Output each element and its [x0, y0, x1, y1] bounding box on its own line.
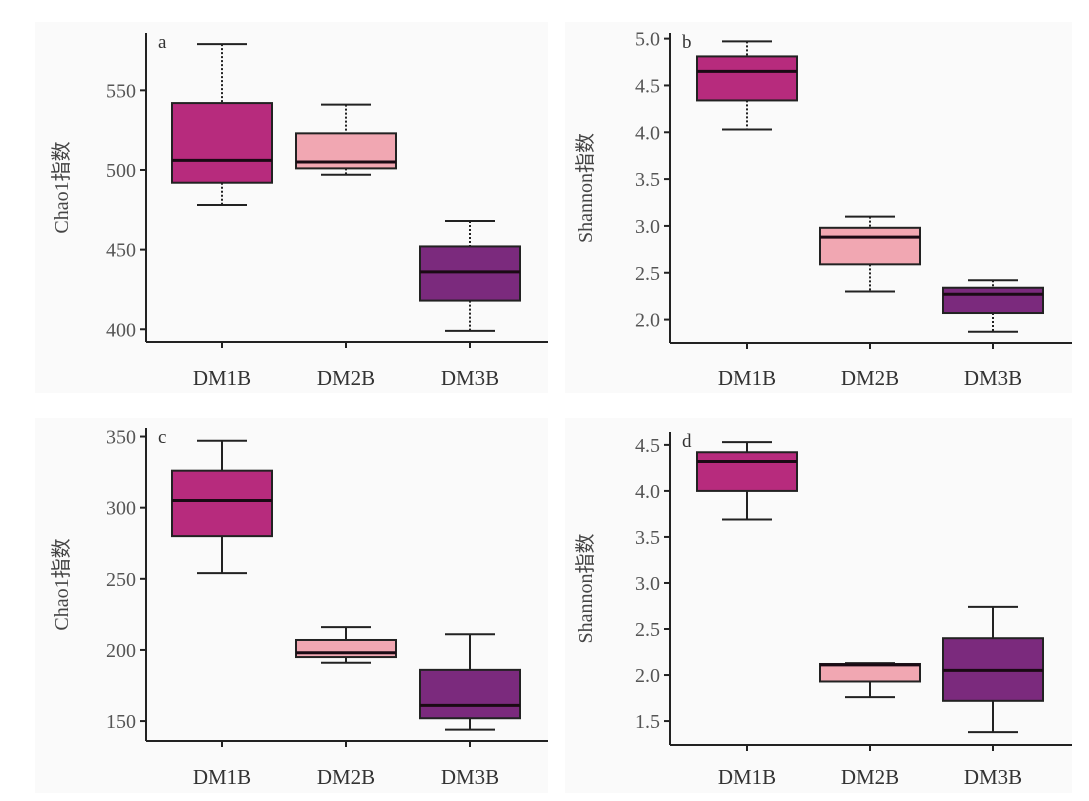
y-tick-label: 2.0: [635, 665, 660, 687]
iqr-box: [171, 469, 273, 538]
panel-d: 1.5 2.0 2.5 3.0 3.5 4.0 4.5 Shannon指数 d DM1B DM2B D…: [565, 418, 1072, 793]
x-tick-label: DM2B: [317, 765, 375, 789]
box-dm2b: DM2B: [819, 215, 921, 390]
x-tick-label: DM1B: [193, 366, 251, 390]
y-tick-label: 4.0: [635, 481, 660, 503]
iqr-box: [419, 668, 521, 720]
box-dm2b: DM2B: [295, 103, 397, 390]
y-tick-label: 3.0: [635, 216, 660, 238]
box-dm1b: DM1B: [171, 439, 273, 789]
y-tick-label: 4.5: [635, 75, 660, 97]
y-tick-label: 550: [106, 80, 136, 102]
x-tick-label: DM3B: [441, 366, 499, 390]
y-tick-label: 400: [106, 319, 136, 341]
box-dm2b: DM2B: [295, 626, 397, 789]
box-dm1b: DM1B: [696, 40, 798, 390]
box-dm3b: DM3B: [419, 219, 521, 390]
y-tick-label: 4.0: [635, 122, 660, 144]
box-dm1b: DM1B: [171, 43, 273, 390]
y-tick-label: 3.5: [635, 169, 660, 191]
y-tick-label: 5.0: [635, 29, 660, 51]
x-tick-label: DM2B: [841, 366, 899, 390]
x-tick-label: DM1B: [718, 765, 776, 789]
y-tick-label: 350: [106, 427, 136, 449]
y-tick-label: 150: [106, 711, 136, 733]
y-tick-label: 2.5: [635, 263, 660, 285]
x-tick-label: DM1B: [193, 765, 251, 789]
iqr-box: [295, 638, 397, 659]
x-tick-label: DM3B: [964, 765, 1022, 789]
box-dm3b: DM3B: [942, 605, 1044, 789]
panel-background: [35, 418, 548, 793]
y-tick-label: 250: [106, 569, 136, 591]
y-tick-label: 4.5: [635, 435, 660, 457]
y-tick-label: 200: [106, 640, 136, 662]
y-tick-label: 3.0: [635, 573, 660, 595]
box-dm3b: DM3B: [942, 279, 1044, 390]
iqr-box: [419, 245, 521, 302]
y-tick-label: 3.5: [635, 527, 660, 549]
panel-c: 150 200 250 300 350 Chao1指数 c DM1B DM2B DM3B: [35, 418, 548, 793]
y-tick-label: 300: [106, 498, 136, 520]
y-tick-label: 1.5: [635, 711, 660, 733]
y-tick-label: 500: [106, 160, 136, 182]
y-axis-title: Shannon指数: [574, 133, 597, 243]
iqr-box: [819, 662, 921, 683]
x-tick-label: DM3B: [441, 765, 499, 789]
y-tick-label: 2.5: [635, 619, 660, 641]
box-dm2b: DM2B: [819, 662, 921, 789]
box-dm1b: DM1B: [696, 441, 798, 789]
x-tick-label: DM1B: [718, 366, 776, 390]
panel-background: [565, 418, 1072, 793]
x-tick-label: DM2B: [317, 366, 375, 390]
y-axis-title: Shannon指数: [574, 534, 597, 644]
x-tick-label: DM2B: [841, 765, 899, 789]
y-axis-title: Chao1指数: [50, 141, 73, 233]
iqr-box: [171, 102, 273, 184]
iqr-box: [696, 451, 798, 492]
box-dm3b: DM3B: [419, 633, 521, 789]
iqr-box: [942, 286, 1044, 315]
panel-b: 2.0 2.5 3.0 3.5 4.0 4.5 5.0 Shannon指数 b DM1B DM2B D…: [565, 22, 1072, 393]
panel-letter: b: [682, 32, 692, 53]
y-tick-label: 450: [106, 240, 136, 262]
iqr-box: [696, 55, 798, 102]
panel-letter: a: [158, 32, 167, 53]
panel-letter: d: [682, 431, 692, 452]
y-axis-title: Chao1指数: [50, 538, 73, 630]
panel-letter: c: [158, 427, 166, 448]
iqr-box: [819, 226, 921, 266]
y-tick-label: 2.0: [635, 310, 660, 332]
panel-a: 400 450 500 550 Chao1指数 a DM1B DM2B DM3B: [35, 22, 548, 393]
x-tick-label: DM3B: [964, 366, 1022, 390]
